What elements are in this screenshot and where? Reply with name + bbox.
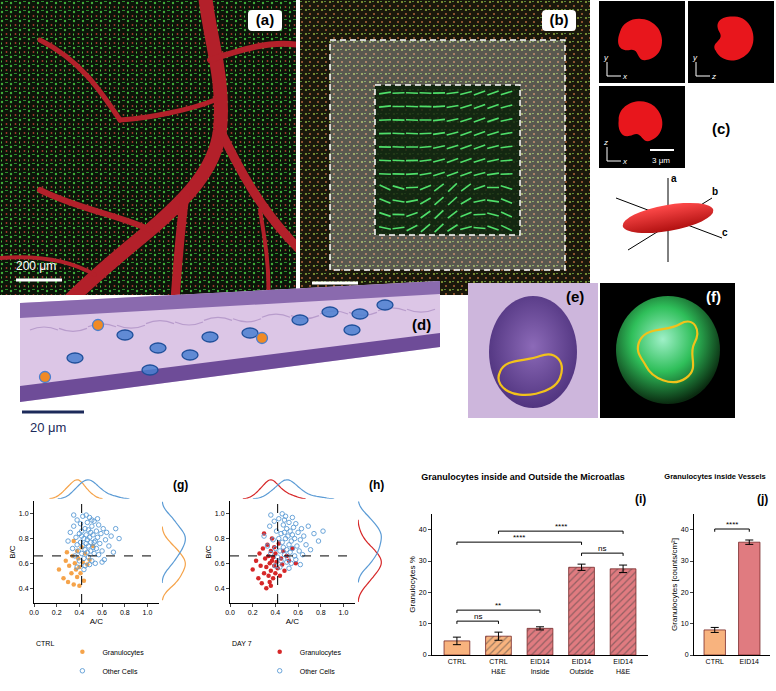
svg-text:40: 40 [419,526,427,533]
svg-text:Granulocytes: Granulocytes [300,649,342,657]
svg-text:Other Cells: Other Cells [300,668,336,675]
svg-text:ns: ns [474,612,482,621]
svg-text:B/C: B/C [204,545,213,559]
svg-text:3 μm: 3 μm [652,156,670,165]
svg-text:B/C: B/C [8,545,17,559]
svg-text:(g): (g) [173,478,188,492]
svg-text:20: 20 [419,589,427,596]
svg-text:x: x [622,157,628,166]
svg-text:0.6: 0.6 [215,560,225,567]
svg-text:ns: ns [598,544,606,553]
svg-text:(h): (h) [369,478,384,492]
svg-text:0.6: 0.6 [293,609,303,616]
svg-text:1.0: 1.0 [215,510,225,517]
svg-text:CTRLH&E: CTRLH&E [489,658,507,674]
svg-text:****: **** [555,522,567,531]
svg-text:0.2: 0.2 [52,609,62,616]
svg-text:0.6: 0.6 [97,609,107,616]
svg-text:Other Cells: Other Cells [102,668,138,675]
svg-text:EID14: EID14 [740,658,760,665]
svg-text:10: 10 [681,620,689,627]
svg-text:20: 20 [681,589,689,596]
svg-text:0.0: 0.0 [225,609,235,616]
svg-text:1.0: 1.0 [19,510,29,517]
svg-text:0: 0 [423,651,427,658]
svg-text:1.0: 1.0 [339,609,349,616]
svg-text:Granulocytes inside Vessels: Granulocytes inside Vessels [664,472,765,481]
svg-text:0.2: 0.2 [248,609,258,616]
svg-text:0.8: 0.8 [215,535,225,542]
svg-text:40: 40 [681,526,689,533]
svg-text:A/C: A/C [286,617,300,626]
svg-text:z: z [603,138,608,147]
svg-text:0.8: 0.8 [120,609,130,616]
svg-text:A/C: A/C [90,617,104,626]
svg-text:1.0: 1.0 [143,609,153,616]
svg-text:CTRL: CTRL [448,658,466,665]
svg-text:0.4: 0.4 [19,585,29,592]
svg-text:****: **** [513,533,525,542]
svg-text:(i): (i) [635,492,646,506]
svg-text:****: **** [726,520,738,529]
svg-text:0.0: 0.0 [29,609,39,616]
svg-text:(a): (a) [256,11,274,28]
svg-text:(c): (c) [712,120,730,137]
svg-text:0.8: 0.8 [316,609,326,616]
svg-text:(f): (f) [706,288,721,305]
svg-text:200 μm: 200 μm [16,259,56,273]
svg-text:0.4: 0.4 [75,609,85,616]
svg-text:10: 10 [419,620,427,627]
svg-text:CTRL: CTRL [706,658,724,665]
svg-text:EID14H&E: EID14H&E [613,658,633,674]
svg-text:0: 0 [685,651,689,658]
svg-text:b: b [712,186,718,197]
svg-text:0.4: 0.4 [215,585,225,592]
svg-text:x: x [622,72,628,81]
svg-text:EID14Inside: EID14Inside [530,658,550,674]
svg-text:(j): (j) [757,492,768,506]
svg-text:(b): (b) [549,11,568,28]
svg-text:Granulocytes inside and Outsid: Granulocytes inside and Outside the Micr… [421,472,625,482]
svg-text:0.4: 0.4 [271,609,281,616]
svg-text:EID14Outside: EID14Outside [569,658,593,674]
svg-text:z: z [711,72,716,81]
svg-text:y: y [692,53,698,62]
svg-text:30: 30 [681,557,689,564]
svg-text:Granulocytes [counts/cm²]: Granulocytes [counts/cm²] [670,538,679,631]
svg-text:30: 30 [419,557,427,564]
svg-text:**: ** [495,601,501,610]
svg-text:a: a [671,173,677,184]
svg-text:y: y [603,53,609,62]
svg-text:0.6: 0.6 [19,560,29,567]
svg-text:Granulocytes: Granulocytes [102,649,144,657]
svg-text:(e): (e) [566,288,584,305]
svg-text:(d): (d) [412,316,431,333]
svg-text:20 μm: 20 μm [30,420,66,435]
svg-text:0.8: 0.8 [19,535,29,542]
svg-text:Granulocytes %: Granulocytes % [408,556,417,612]
svg-text:DAY 7: DAY 7 [232,640,252,647]
svg-text:CTRL: CTRL [36,640,54,647]
svg-text:c: c [722,227,728,238]
